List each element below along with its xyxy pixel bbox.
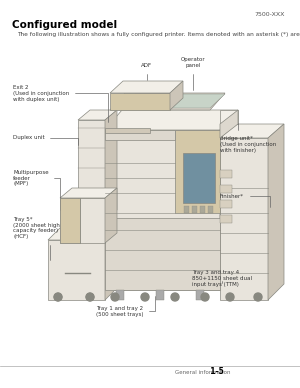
Polygon shape: [105, 128, 150, 133]
Polygon shape: [220, 110, 238, 124]
Polygon shape: [175, 130, 220, 213]
Text: Bridge unit*
(Used in conjunction
with finisher): Bridge unit* (Used in conjunction with f…: [220, 123, 276, 152]
Polygon shape: [184, 206, 189, 213]
Text: Operator
panel: Operator panel: [181, 57, 205, 90]
Polygon shape: [110, 93, 225, 110]
Polygon shape: [156, 290, 164, 300]
Text: Exit 2
(Used in conjunction
with duplex unit): Exit 2 (Used in conjunction with duplex …: [13, 85, 108, 122]
Circle shape: [86, 293, 94, 301]
Polygon shape: [48, 240, 105, 300]
Polygon shape: [196, 290, 204, 300]
Text: 7500-XXX: 7500-XXX: [255, 12, 285, 17]
Text: ADF: ADF: [141, 63, 153, 80]
Polygon shape: [110, 93, 170, 110]
Polygon shape: [60, 198, 80, 243]
Polygon shape: [220, 124, 284, 138]
Polygon shape: [220, 170, 232, 178]
Text: The following illustration shows a fully configured printer. Items denoted with : The following illustration shows a fully…: [17, 32, 300, 37]
Circle shape: [111, 293, 119, 301]
Polygon shape: [116, 290, 124, 300]
Text: Tray 5*
(2000 sheet high
capacity feeder)
(HCF): Tray 5* (2000 sheet high capacity feeder…: [13, 217, 60, 260]
Polygon shape: [105, 130, 175, 140]
Circle shape: [226, 293, 234, 301]
Text: Duplex unit: Duplex unit: [13, 135, 78, 145]
Polygon shape: [183, 153, 215, 203]
Circle shape: [141, 293, 149, 301]
Circle shape: [54, 293, 62, 301]
Text: 1-5: 1-5: [205, 367, 224, 376]
Polygon shape: [220, 110, 238, 290]
Polygon shape: [105, 218, 220, 290]
Polygon shape: [120, 94, 225, 108]
Polygon shape: [48, 228, 117, 240]
Polygon shape: [78, 120, 105, 220]
Polygon shape: [78, 110, 117, 120]
Polygon shape: [105, 228, 117, 300]
Polygon shape: [192, 206, 197, 213]
Polygon shape: [105, 110, 238, 130]
Polygon shape: [110, 81, 183, 93]
Polygon shape: [60, 188, 117, 198]
Polygon shape: [268, 124, 284, 300]
Polygon shape: [208, 206, 213, 213]
Circle shape: [254, 293, 262, 301]
Polygon shape: [105, 130, 220, 290]
Polygon shape: [220, 200, 232, 208]
Text: Finisher*: Finisher*: [220, 194, 270, 207]
Polygon shape: [60, 198, 105, 243]
Polygon shape: [220, 110, 238, 138]
Polygon shape: [200, 206, 205, 213]
Polygon shape: [220, 138, 268, 300]
Text: General information: General information: [175, 369, 230, 374]
Circle shape: [201, 293, 209, 301]
Polygon shape: [105, 110, 117, 220]
Text: Multipurpose
feeder
(MPF): Multipurpose feeder (MPF): [13, 170, 60, 210]
Text: Tray 3 and tray 4
850+1150 sheet dual
input trays (TTM): Tray 3 and tray 4 850+1150 sheet dual in…: [192, 270, 252, 287]
Polygon shape: [170, 81, 183, 110]
Text: Tray 1 and tray 2
(500 sheet trays): Tray 1 and tray 2 (500 sheet trays): [96, 296, 155, 317]
Polygon shape: [220, 185, 232, 193]
Polygon shape: [220, 215, 232, 223]
Text: Configured model: Configured model: [12, 20, 117, 30]
Polygon shape: [105, 188, 117, 243]
Circle shape: [171, 293, 179, 301]
